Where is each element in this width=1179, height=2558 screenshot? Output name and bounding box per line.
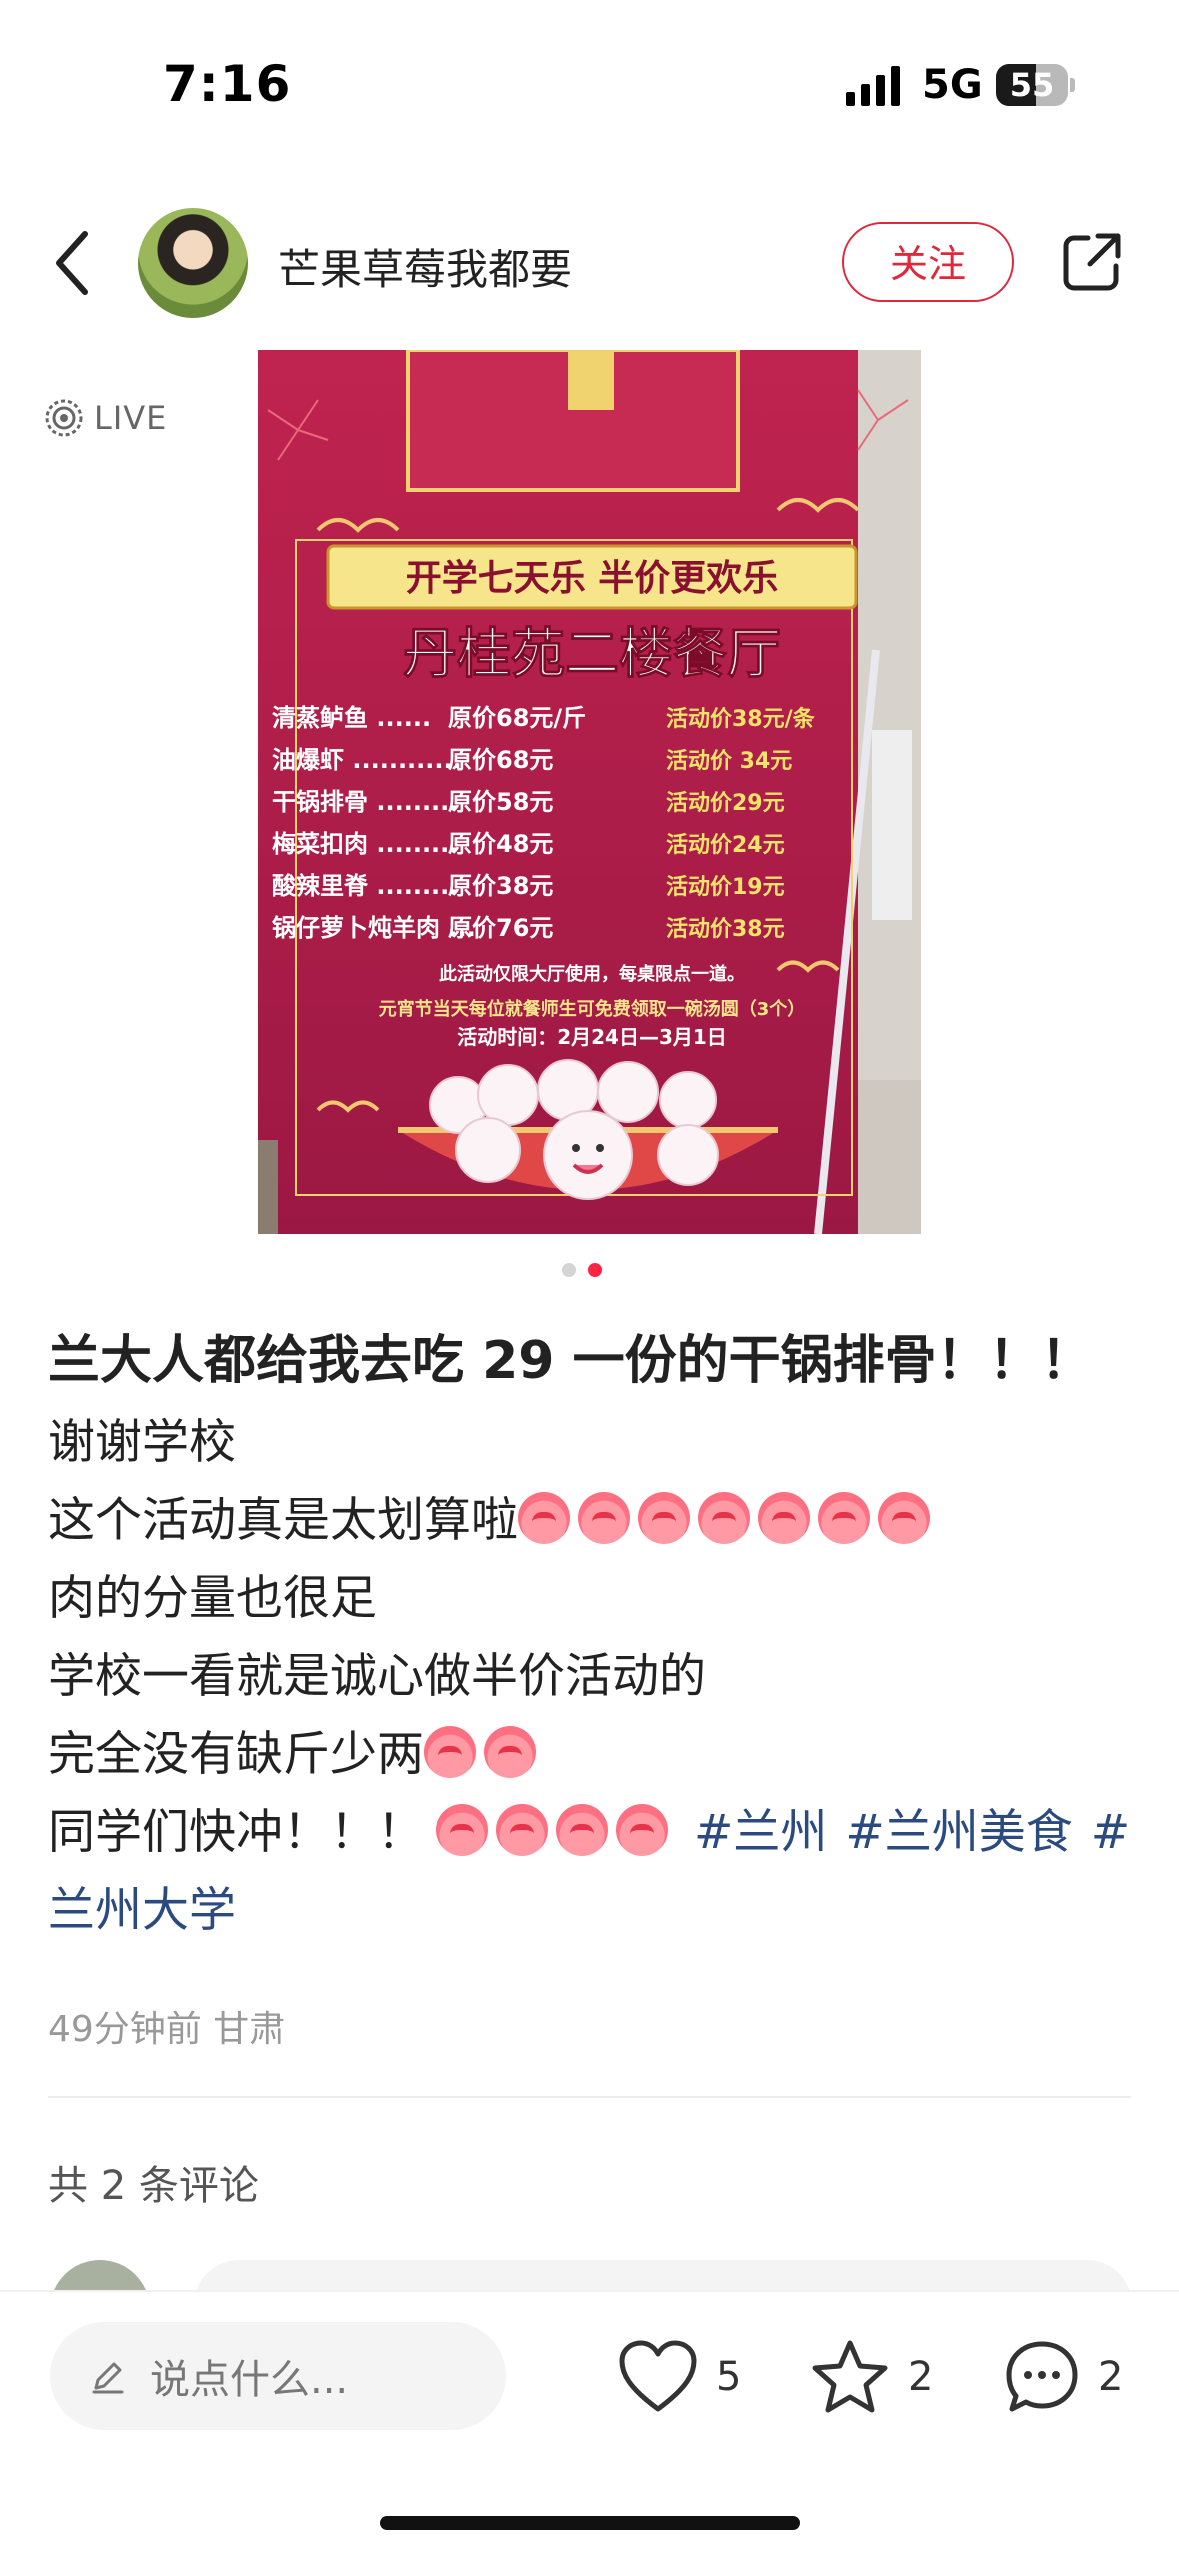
poster-menu-promo: 活动价 34元 bbox=[666, 749, 792, 774]
post-title: 兰大人都给我去吃 29 一份的干锅排骨！！！ bbox=[48, 1331, 1093, 1391]
excited-emoji-icon bbox=[556, 1804, 608, 1856]
poster-menu-promo: 活动价29元 bbox=[666, 791, 785, 816]
post-line: 兰州大学 bbox=[48, 1872, 1138, 1950]
hashtag-lanzhou-food[interactable]: #兰州美食 bbox=[845, 1805, 1073, 1860]
hashtag-lanzhou[interactable]: #兰州 bbox=[694, 1805, 828, 1860]
poster-menu-original: 原价68元/斤 bbox=[448, 704, 586, 732]
post-line: 谢谢学校 bbox=[48, 1415, 236, 1470]
heart-eyes-emoji-icon bbox=[758, 1492, 810, 1544]
follow-button[interactable]: 关注 bbox=[842, 222, 1014, 302]
post-line: 学校一看就是诚心做半价活动的 bbox=[48, 1649, 706, 1704]
heart-eyes-emoji-icon bbox=[578, 1492, 630, 1544]
poster-note-dates: 活动时间：2月24日—3月1日 bbox=[457, 1025, 727, 1049]
collect-count: 2 bbox=[908, 2354, 934, 2400]
excited-emoji-icon bbox=[496, 1804, 548, 1856]
author-avatar[interactable] bbox=[138, 208, 248, 318]
heart-icon bbox=[619, 2340, 697, 2412]
like-count: 5 bbox=[716, 2354, 742, 2400]
home-indicator[interactable] bbox=[380, 2516, 800, 2530]
poster-menu-promo: 活动价19元 bbox=[666, 875, 785, 900]
poster-menu-original: 原价76元 bbox=[448, 914, 553, 942]
poster-menu-promo: 活动价38元/条 bbox=[666, 706, 816, 732]
battery-fill bbox=[996, 64, 1036, 106]
poster-menu-original: 原价58元 bbox=[448, 788, 553, 816]
live-icon bbox=[45, 399, 83, 437]
comment-input[interactable]: 说点什么... bbox=[50, 2322, 506, 2430]
back-button[interactable] bbox=[45, 228, 105, 298]
excited-emoji-icon bbox=[436, 1804, 488, 1856]
poster-menu-name: 清蒸鲈鱼 ...... bbox=[272, 704, 431, 732]
heart-eyes-emoji-icon bbox=[818, 1492, 870, 1544]
comment-count: 共 2 条评论 bbox=[48, 2163, 259, 2209]
heart-eyes-emoji-icon bbox=[638, 1492, 690, 1544]
carousel-dot bbox=[562, 1263, 576, 1277]
like-button[interactable]: 5 bbox=[618, 2333, 741, 2421]
post-line: 这个活动真是太划算啦 bbox=[48, 1482, 1138, 1560]
pencil-icon bbox=[92, 2362, 124, 2394]
poster-menu-name: 干锅排骨 ......... bbox=[272, 788, 458, 816]
heart-eyes-emoji-icon bbox=[698, 1492, 750, 1544]
post-meta: 49分钟前 甘肃 bbox=[48, 2009, 286, 2050]
battery-level: 55 bbox=[1009, 66, 1055, 104]
star-icon bbox=[812, 2340, 888, 2413]
divider bbox=[48, 2096, 1131, 2098]
share-icon[interactable] bbox=[1060, 230, 1124, 294]
battery-icon: 55 bbox=[996, 64, 1076, 106]
signal-icon bbox=[846, 66, 900, 106]
poster-restaurant: 丹桂苑二楼餐厅 bbox=[403, 622, 781, 685]
hashtag-lzu-start[interactable]: # bbox=[1090, 1805, 1131, 1860]
heart-eyes-emoji-icon bbox=[518, 1492, 570, 1544]
poster-menu-name: 酸辣里脊 ......... bbox=[272, 872, 458, 900]
heart-eyes-emoji-icon bbox=[878, 1492, 930, 1544]
poster-menu-name: 油爆虾 ............ bbox=[272, 746, 462, 774]
poster-menu-promo: 活动价38元 bbox=[666, 917, 785, 942]
comments-button[interactable]: 2 bbox=[1004, 2333, 1123, 2421]
post-line: 肉的分量也很足 bbox=[48, 1571, 377, 1626]
comment-placeholder: 说点什么... bbox=[150, 2357, 349, 2403]
emoji-group bbox=[518, 1492, 938, 1548]
poster-note-limit: 此活动仅限大厅使用，每桌限点一道。 bbox=[439, 963, 745, 985]
happy-emoji-icon bbox=[424, 1726, 476, 1778]
author-name[interactable]: 芒果草莓我都要 bbox=[278, 245, 573, 294]
status-time: 7:16 bbox=[163, 55, 292, 113]
happy-emoji-icon bbox=[484, 1726, 536, 1778]
poster-menu-promo: 活动价24元 bbox=[666, 833, 785, 858]
poster-menu-original: 原价38元 bbox=[448, 872, 553, 900]
post-line: 完全没有缺斤少两 bbox=[48, 1716, 1138, 1794]
carousel-dot-active bbox=[588, 1263, 602, 1277]
chevron-left-icon bbox=[56, 231, 88, 295]
excited-emoji-icon bbox=[616, 1804, 668, 1856]
post-line: 同学们快冲！！！ #兰州 #兰州美食 # bbox=[48, 1804, 1131, 1860]
poster-note-lantern: 元宵节当天每位就餐师生可免费领取一碗汤圆（3个） bbox=[379, 998, 806, 1020]
carousel-indicator bbox=[562, 1263, 602, 1277]
poster-menu-name: 梅菜扣肉 ......... bbox=[272, 830, 458, 858]
network-type: 5G bbox=[922, 62, 983, 108]
poster-menu-original: 原价48元 bbox=[448, 830, 553, 858]
comment-bubble-icon bbox=[1006, 2341, 1078, 2412]
post-body: 谢谢学校 这个活动真是太划算啦 肉的分量也很足 学校一看就是诚心做半价活动的 完… bbox=[48, 1404, 1138, 1950]
poster-banner: 开学七天乐 半价更欢乐 bbox=[406, 557, 779, 599]
collect-button[interactable]: 2 bbox=[810, 2333, 933, 2421]
live-badge[interactable]: LIVE bbox=[44, 398, 167, 438]
post-photo[interactable]: 开学七天乐 半价更欢乐 丹桂苑二楼餐厅 清蒸鲈鱼 ...... 原价68元/斤 活动… bbox=[258, 350, 921, 1234]
poster-menu-name: 锅仔萝卜炖羊肉 ... bbox=[272, 914, 476, 942]
poster-menu-original: 原价68元 bbox=[448, 746, 553, 774]
hashtag-lzu[interactable]: 兰州大学 bbox=[48, 1883, 236, 1938]
live-label: LIVE bbox=[94, 399, 168, 437]
comment-count-icon-label: 2 bbox=[1098, 2354, 1124, 2400]
